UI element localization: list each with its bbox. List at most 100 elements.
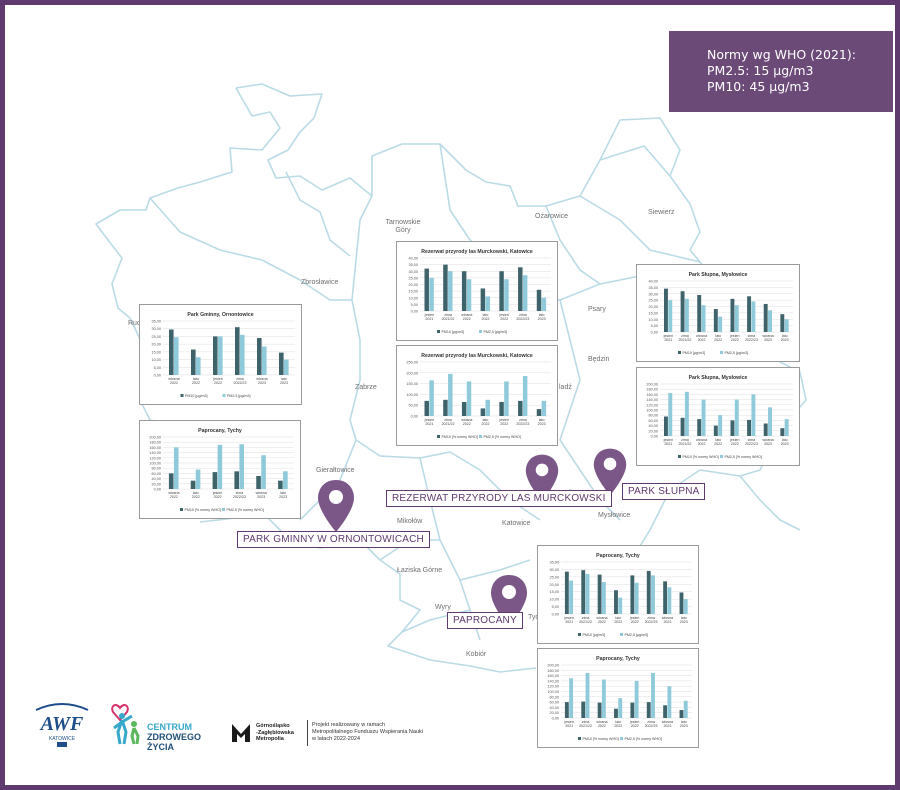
bar: [240, 334, 245, 375]
bar: [634, 680, 639, 718]
bar: [751, 394, 756, 436]
x-tick-label: jesień: [663, 438, 673, 442]
x-tick-label: wiosna: [696, 334, 707, 338]
who-norms-title: Normy wg WHO (2021):: [707, 47, 856, 62]
bar: [217, 444, 223, 489]
x-tick-label: 2023: [279, 495, 287, 499]
x-tick-label: 2022: [698, 442, 706, 446]
y-tick-label: 20,00: [549, 711, 559, 715]
bar: [684, 298, 689, 332]
bar: [190, 480, 196, 489]
city-label: ladź: [559, 384, 572, 391]
x-tick-label: lato: [782, 438, 788, 442]
x-tick-label: 2022: [170, 495, 178, 499]
place-label-ornontowice[interactable]: PARK GMINNY W ORNONTOWICACH: [237, 531, 430, 548]
x-tick-label: 2023: [764, 338, 772, 342]
y-tick-label: 30,00: [648, 292, 658, 296]
y-tick-label: 200,00: [547, 664, 559, 668]
heart-person-icon: [111, 704, 140, 745]
y-tick-label: 200,00: [646, 383, 658, 387]
x-tick-label: 2021/22: [678, 442, 691, 446]
chart-svg: Rezerwat przyrody las Murckowski, Katowi…: [408, 249, 551, 334]
city-label: Rud: [128, 320, 141, 327]
bar: [780, 314, 785, 332]
chart-ornontowice-pct: Paprocany, Tychy 0,00 20,00 40,00 60,00 80,00…: [139, 420, 301, 519]
x-tick-label: 2021: [425, 422, 433, 426]
location-pin-icon[interactable]: [592, 446, 628, 498]
legend-swatch: [578, 737, 581, 740]
bar: [667, 686, 672, 718]
place-label-paprocany[interactable]: PAPROCANY: [447, 612, 523, 629]
bar: [585, 573, 590, 614]
centrum-zdrowego-zycia-logo: CENTRUM ZDROWEGO ŻYCIA: [147, 722, 201, 752]
place-label-slupna[interactable]: PARK SŁUPNA: [622, 483, 706, 500]
city-label: Mikołów: [397, 518, 423, 525]
x-tick-label: zima: [519, 418, 527, 422]
y-tick-label: 0,00: [552, 613, 559, 617]
legend-label: PM2,5 [µg/m3]: [625, 633, 648, 637]
chart-slupna-abs: Park Słupna, Mysłowice 0,00 5,00 10,00 15,00…: [636, 264, 800, 362]
y-tick-label: 40,00: [648, 424, 658, 428]
bar: [504, 279, 509, 311]
x-tick-label: zima: [681, 438, 689, 442]
y-tick-label: 60,00: [151, 472, 161, 476]
y-tick-label: 20,00: [549, 583, 559, 587]
y-tick-label: 35,00: [151, 320, 161, 324]
y-tick-label: 15,00: [408, 290, 418, 294]
bar: [499, 271, 504, 311]
location-pin-icon[interactable]: [316, 478, 356, 534]
x-tick-label: wiosna: [256, 377, 267, 381]
bar: [191, 349, 196, 375]
x-tick-label: 2022: [463, 422, 471, 426]
legend-label: PM10 [% normy WHO]: [442, 435, 478, 439]
y-tick-label: 200,00: [406, 371, 418, 375]
place-label-murckowski[interactable]: REZERWAT PRZYRODY LAS MURCKOWSKI: [386, 490, 612, 507]
chart-murckowski-pct: Rezerwat przyrody las Murckowski, Katowi…: [396, 345, 558, 446]
location-pin-icon[interactable]: [524, 452, 560, 504]
bar: [213, 336, 218, 375]
bar: [683, 599, 688, 614]
city-label: Będzin: [588, 356, 610, 363]
x-tick-label: 2022: [614, 724, 622, 728]
bar: [730, 420, 735, 436]
y-tick-label: 35,00: [408, 263, 418, 267]
y-tick-label: 30,00: [549, 568, 559, 572]
city-label: Tych: [528, 614, 543, 621]
awf-logo: AWF KATOWICE: [35, 703, 89, 747]
legend-swatch: [222, 508, 225, 511]
city-label: Mysłowice: [598, 512, 631, 519]
bar: [541, 297, 547, 311]
legend-swatch: [578, 633, 581, 636]
y-tick-label: 25,00: [151, 335, 161, 339]
x-tick-label: zima: [748, 334, 756, 338]
legend-swatch: [222, 394, 226, 397]
legend-label: PM2,5 [µg/m3]: [484, 330, 507, 334]
bar: [278, 480, 283, 489]
x-tick-label: wiosna: [168, 377, 179, 381]
x-tick-label: 2022: [631, 724, 639, 728]
bar: [651, 575, 655, 614]
x-tick-label: 2022/23: [516, 317, 529, 321]
y-tick-label: 5,00: [154, 366, 161, 370]
chart-paprocany-pct: Paprocany, Tychy 0,00 20,00 40,00 60,00 80,00…: [537, 648, 699, 748]
bar: [466, 381, 472, 416]
y-tick-label: 15,00: [648, 311, 658, 315]
chart-title: Paprocany, Tychy: [198, 428, 242, 434]
chart-slupna-pct: Park Słupna, Mysłowice 0,00 20,00 40,00 60,0…: [636, 367, 800, 466]
x-tick-label: zima: [444, 418, 452, 422]
x-tick-label: jesień: [563, 720, 573, 724]
y-tick-label: 120,00: [646, 403, 658, 407]
bar: [734, 399, 739, 436]
legend-swatch: [437, 435, 440, 438]
bar: [663, 581, 668, 614]
y-tick-label: 20,00: [408, 283, 418, 287]
city-label: Wyry: [435, 604, 451, 611]
x-tick-label: lato: [193, 377, 199, 381]
bar: [536, 289, 542, 311]
y-tick-label: 120,00: [547, 685, 559, 689]
chart-svg: Park Słupna, Mysłowice 0,00 5,00 10,00 15,00…: [648, 272, 793, 355]
y-tick-label: 0,00: [411, 310, 418, 314]
x-tick-label: 2022: [698, 338, 706, 342]
map-outline-north: [235, 83, 701, 263]
